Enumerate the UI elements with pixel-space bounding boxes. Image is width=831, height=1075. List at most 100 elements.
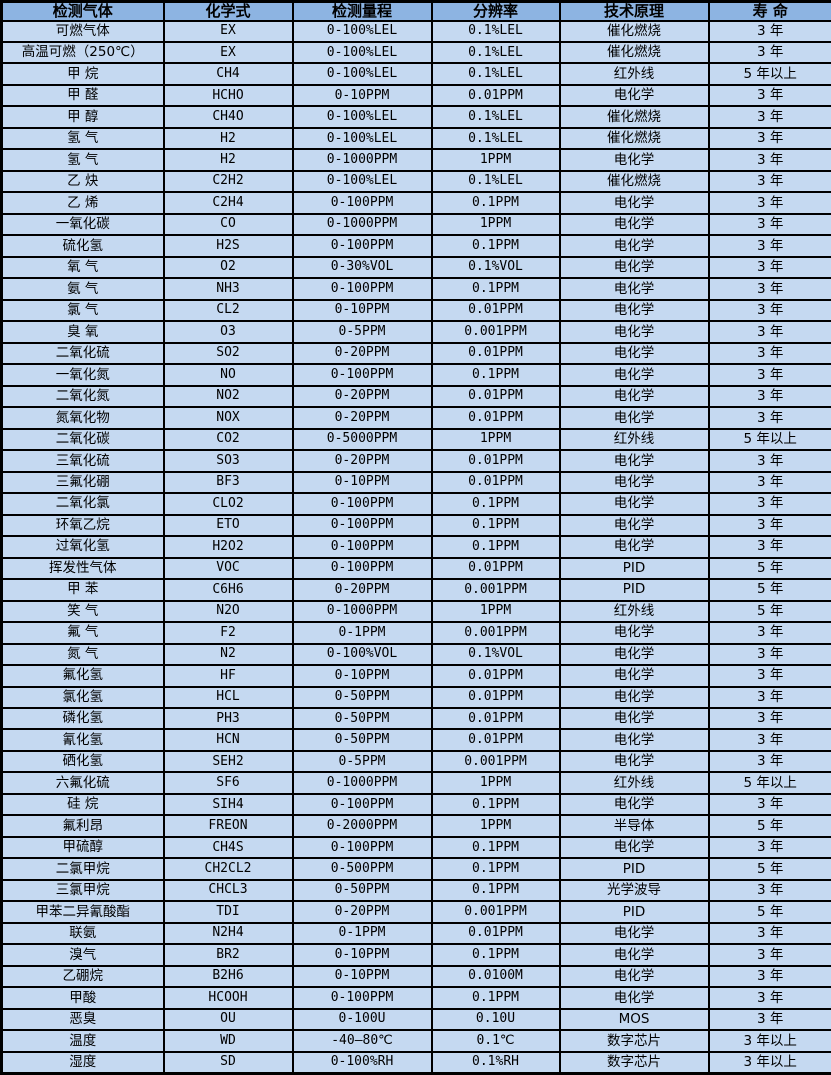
cell-chemical-formula: SIH4 [162,792,294,817]
cell-lifespan: 3 年 [707,492,831,516]
cell-gas-name: 氯 气 [0,298,165,323]
cell-chemical-formula: H2 [162,126,294,151]
cell-detection-range: 0-100PPM [291,191,433,215]
cell-technical-principle: 电化学 [558,706,710,731]
cell-detection-range: 0-20PPM [291,578,433,602]
cell-chemical-formula: NO [162,363,294,387]
cell-lifespan: 5 年以上 [707,62,831,86]
header-row: 检测气体 化学式 检测量程 分辨率 技术原理 寿 命 [0,0,831,22]
cell-resolution: 0.1%LEL [430,62,561,86]
cell-gas-name: 甲 醇 [0,105,165,129]
cell-gas-name: 恶臭 [0,1007,165,1032]
cell-lifespan: 3 年 [707,878,831,903]
header-chemical-formula: 化学式 [162,0,294,22]
cell-resolution: 1PPM [430,427,561,452]
header-detection-range: 检测量程 [291,0,433,22]
cell-detection-range: 0-50PPM [291,685,433,710]
cell-chemical-formula: CH4O [162,105,294,129]
cell-gas-name: 氟利昂 [0,814,165,838]
cell-gas-name: 高温可燃（250℃） [0,40,165,65]
table-row: 湿度 SD 0-100%RH 0.1%RH 数字芯片 3 年以上 [0,1050,831,1075]
cell-lifespan: 3 年 [707,148,831,172]
cell-lifespan: 3 年 [707,341,831,366]
cell-resolution: 0.1PPM [430,513,561,538]
table-row: 甲苯二异氰酸酯 TDI 0-20PPM 0.001PPM PID 5 年 [0,900,831,924]
table-row: 氢 气 H2 0-100%LEL 0.1%LEL 催化燃烧 3 年 [0,126,831,151]
cell-chemical-formula: HCN [162,728,294,752]
cell-lifespan: 3 年 [707,234,831,258]
cell-chemical-formula: O2 [162,255,294,280]
cell-resolution: 0.1%LEL [430,126,561,151]
cell-lifespan: 5 年 [707,578,831,602]
cell-resolution: 1PPM [430,148,561,172]
cell-detection-range: 0-100%RH [291,1050,433,1075]
table-row: 一氧化碳 CO 0-1000PPM 1PPM 电化学 3 年 [0,212,831,237]
cell-chemical-formula: B2H6 [162,964,294,989]
cell-resolution: 0.1PPM [430,363,561,387]
cell-detection-range: 0-20PPM [291,341,433,366]
cell-chemical-formula: SO3 [162,449,294,473]
table-row: 甲酸 HCOOH 0-100PPM 0.1PPM 电化学 3 年 [0,986,831,1010]
cell-detection-range: 0-100PPM [291,363,433,387]
cell-technical-principle: 红外线 [558,599,710,624]
table-body: 可燃气体 EX 0-100%LEL 0.1%LEL 催化燃烧 3 年高温可燃（250℃） E… [0,19,831,1075]
cell-gas-name: 氮 气 [0,642,165,667]
cell-technical-principle: 电化学 [558,148,710,172]
cell-detection-range: 0-10PPM [291,664,433,688]
cell-gas-name: 氯化氢 [0,685,165,710]
cell-lifespan: 5 年 [707,556,831,581]
cell-resolution: 0.001PPM [430,621,561,645]
cell-chemical-formula: EX [162,19,294,44]
cell-detection-range: 0-10PPM [291,964,433,989]
cell-detection-range: 0-100%LEL [291,40,433,65]
cell-resolution: 0.1PPM [430,191,561,215]
cell-resolution: 1PPM [430,771,561,795]
cell-technical-principle: 电化学 [558,406,710,430]
cell-lifespan: 5 年 [707,857,831,881]
cell-gas-name: 乙硼烷 [0,964,165,989]
cell-resolution: 0.1%VOL [430,255,561,280]
cell-chemical-formula: C2H4 [162,191,294,215]
cell-technical-principle: 电化学 [558,986,710,1010]
cell-chemical-formula: NOX [162,406,294,430]
cell-gas-name: 氮氧化物 [0,406,165,430]
table-row: 三氯甲烷 CHCL3 0-50PPM 0.1PPM 光学波导 3 年 [0,878,831,903]
cell-gas-name: 笑 气 [0,599,165,624]
cell-detection-range: 0-5000PPM [291,427,433,452]
cell-detection-range: 0-100%LEL [291,126,433,151]
header-technical-principle: 技术原理 [558,0,710,22]
cell-technical-principle: 电化学 [558,298,710,323]
cell-technical-principle: 红外线 [558,62,710,86]
cell-detection-range: 0-100PPM [291,513,433,538]
cell-gas-name: 甲酸 [0,986,165,1010]
cell-resolution: 0.01PPM [430,921,561,946]
table-row: 二氯甲烷 CH2CL2 0-500PPM 0.1PPM PID 5 年 [0,857,831,881]
cell-lifespan: 3 年 [707,921,831,946]
cell-technical-principle: 电化学 [558,535,710,559]
cell-gas-name: 一氧化碳 [0,212,165,237]
cell-lifespan: 3 年 [707,964,831,989]
cell-gas-name: 溴气 [0,943,165,967]
table-row: 三氧化硫 SO3 0-20PPM 0.01PPM 电化学 3 年 [0,449,831,473]
cell-lifespan: 3 年 [707,298,831,323]
table-row: 氧 气 O2 0-30%VOL 0.1%VOL 电化学 3 年 [0,255,831,280]
cell-technical-principle: 半导体 [558,814,710,838]
cell-resolution: 1PPM [430,814,561,838]
table-row: 氯 气 CL2 0-10PPM 0.01PPM 电化学 3 年 [0,298,831,323]
table-row: 高温可燃（250℃） EX 0-100%LEL 0.1%LEL 催化燃烧 3 年 [0,40,831,65]
cell-lifespan: 3 年 [707,255,831,280]
cell-resolution: 0.1%LEL [430,19,561,44]
cell-resolution: 0.1PPM [430,535,561,559]
cell-lifespan: 3 年 [707,277,831,301]
cell-chemical-formula: PH3 [162,706,294,731]
cell-chemical-formula: VOC [162,556,294,581]
cell-technical-principle: 电化学 [558,728,710,752]
cell-technical-principle: 催化燃烧 [558,40,710,65]
cell-resolution: 0.01PPM [430,449,561,473]
cell-technical-principle: MOS [558,1007,710,1032]
cell-resolution: 0.01PPM [430,685,561,710]
cell-resolution: 0.1%VOL [430,642,561,667]
table-row: 二氧化氮 NO2 0-20PPM 0.01PPM 电化学 3 年 [0,384,831,409]
cell-lifespan: 5 年以上 [707,771,831,795]
cell-chemical-formula: BR2 [162,943,294,967]
